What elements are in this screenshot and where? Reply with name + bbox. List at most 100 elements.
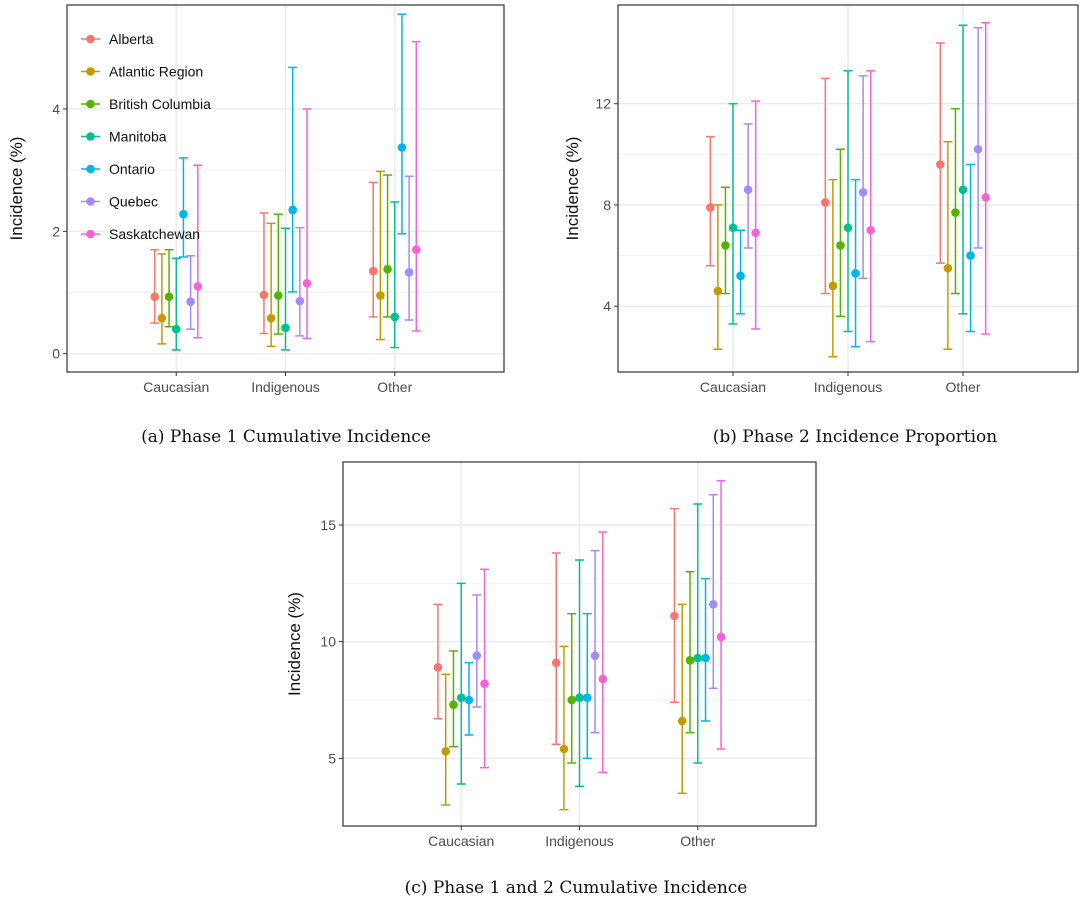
legend-key-point [86, 164, 95, 174]
y-axis-title: Incidence (%) [285, 592, 304, 696]
data-point [708, 600, 718, 609]
data-point [164, 292, 174, 302]
data-point [157, 313, 167, 323]
data-point [302, 279, 312, 288]
data-point [736, 271, 745, 281]
data-point [693, 653, 703, 663]
data-point [713, 286, 723, 296]
data-point [441, 747, 451, 756]
caption-c: (c) Phase 1 and 2 Cumulative Incidence [405, 878, 748, 898]
legend-key-point [86, 67, 95, 76]
panel-a: 0 2 4 Caucasian Indigenous Other Alberta Atlant… [7, 4, 505, 395]
data-point [397, 143, 407, 152]
y-tick-label: 8 [603, 197, 611, 213]
data-point [590, 651, 600, 660]
y-axis-title: Incidence (%) [563, 137, 582, 241]
data-point [575, 693, 584, 702]
data-point [951, 208, 960, 217]
x-tick-label: Caucasian [143, 379, 209, 395]
data-point [551, 658, 561, 667]
data-point [266, 313, 276, 323]
data-point [866, 225, 875, 235]
data-point [821, 198, 830, 207]
data-point [295, 296, 305, 306]
data-point [171, 324, 181, 334]
data-point [582, 693, 592, 702]
y-tick-label: 12 [595, 96, 611, 112]
data-point [449, 700, 458, 709]
x-tick-label: Other [945, 379, 980, 395]
y-tick-label: 4 [52, 101, 60, 117]
x-tick-label: Caucasian [700, 379, 766, 395]
legend-label: Saskatchewan [109, 226, 200, 242]
caption-b: (b) Phase 2 Incidence Proportion [713, 427, 998, 447]
x-tick-label: Caucasian [428, 833, 494, 849]
data-point [259, 290, 269, 300]
legend-key-point [86, 197, 95, 206]
y-tick-label: 10 [320, 634, 336, 650]
y-tick-label: 15 [320, 517, 336, 533]
data-point [936, 160, 945, 169]
data-point [456, 693, 466, 702]
data-point [480, 679, 489, 688]
data-point [472, 651, 482, 660]
data-point [706, 203, 715, 212]
data-point [193, 282, 203, 291]
data-point [390, 312, 400, 322]
data-point [858, 187, 868, 197]
data-point [598, 674, 608, 684]
caption-a: (a) Phase 1 Cumulative Incidence [141, 427, 431, 447]
panel-b: 4 8 12 Caucasian Indigenous Other Incidence (%… [563, 4, 1079, 395]
data-point [973, 144, 983, 154]
x-tick-label: Other [377, 379, 412, 395]
x-tick-label: Indigenous [545, 833, 614, 849]
data-point [274, 291, 283, 300]
legend-label: British Columbia [109, 96, 211, 112]
data-point [701, 653, 710, 663]
data-point [281, 323, 290, 333]
data-point [743, 185, 753, 195]
data-point [288, 205, 297, 215]
data-point [670, 611, 679, 621]
data-point [677, 716, 687, 726]
data-point [376, 291, 385, 300]
data-point [559, 744, 569, 754]
data-point [836, 241, 845, 250]
legend-label: Atlantic Region [109, 64, 203, 80]
y-tick-label: 0 [52, 346, 60, 362]
data-point [966, 251, 975, 260]
y-tick-label: 5 [328, 750, 336, 766]
x-tick-label: Other [680, 833, 715, 849]
legend-key-point [86, 229, 95, 239]
panel-border [66, 4, 505, 373]
data-point [751, 228, 760, 238]
data-point [150, 292, 160, 302]
legend-key-point [86, 34, 95, 44]
data-point [828, 281, 838, 291]
data-point [433, 663, 443, 672]
x-tick-label: Indigenous [814, 379, 883, 395]
legend-label: Manitoba [109, 129, 167, 145]
x-tick-label: Indigenous [251, 379, 320, 395]
data-point [411, 245, 421, 254]
data-point [716, 632, 726, 642]
panel-border [342, 461, 817, 827]
data-point [404, 267, 414, 277]
data-point [464, 695, 474, 705]
data-point [685, 656, 695, 665]
y-tick-label: 4 [603, 298, 611, 314]
data-point [383, 264, 392, 274]
data-point [186, 297, 195, 306]
data-point [851, 268, 860, 278]
data-point [728, 223, 738, 233]
legend-label: Ontario [109, 161, 155, 177]
panel-border [617, 4, 1079, 373]
data-point [981, 193, 990, 202]
y-tick-label: 2 [52, 223, 60, 239]
legend-key-point [86, 132, 95, 141]
data-point [958, 185, 968, 195]
legend-label: Quebec [109, 194, 158, 210]
legend-label: Alberta [109, 31, 154, 47]
data-point [943, 263, 953, 273]
